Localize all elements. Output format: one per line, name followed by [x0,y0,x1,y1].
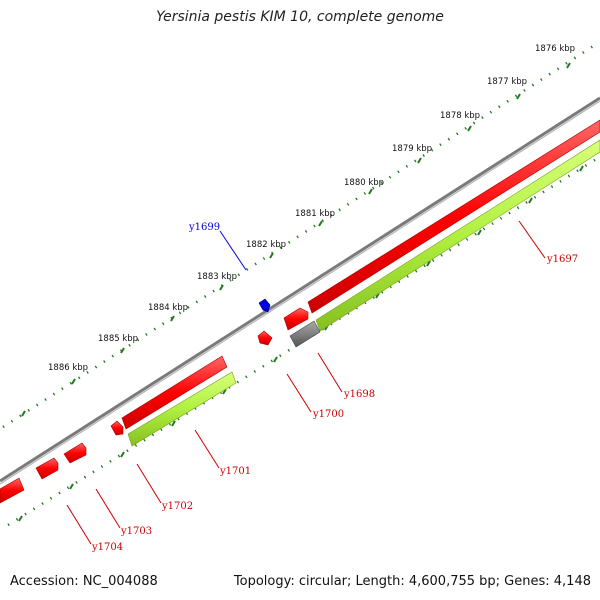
gene-y1698-fwd[interactable] [283,307,309,331]
gene-label-y1701: y1701 [219,466,251,477]
ruler-label-1885: 1885 kbp [98,334,138,344]
ruler-label-1880: 1880 kbp [344,178,384,188]
gene-y1697-reverse[interactable] [315,139,600,332]
gene-label-y1699: y1699 [188,222,220,233]
ruler-label-1886: 1886 kbp [48,363,88,373]
gene-label-y1698: y1698 [343,389,375,400]
ruler-label-1878: 1878 kbp [440,111,480,121]
ruler-label-1884: 1884 kbp [148,303,188,313]
gene-label-y1697: y1697 [546,254,578,265]
gene-y1702[interactable] [110,420,124,436]
map-title: Yersinia pestis KIM 10, complete genome [156,9,444,25]
gene-label-y1704: y1704 [91,542,123,553]
accession-text: Accession: NC_004088 [10,574,158,589]
gene-y1704[interactable] [35,457,59,480]
inner-ruler-major-ticks [18,165,584,522]
backbone-outer [0,96,600,483]
ruler-label-1876: 1876 kbp [535,44,575,54]
topology-text: Topology: circular; Length: 4,600,755 bp… [233,574,591,589]
ruler-label-1879: 1879 kbp [392,144,432,154]
gene-label-y1703: y1703 [120,526,152,537]
gene-label-y1700: y1700 [312,409,344,420]
backbone-inner [0,100,600,485]
gene-y1700[interactable] [257,330,273,346]
gene-y1701[interactable] [127,371,237,447]
gene-y1699[interactable] [258,298,271,313]
gene-y1703[interactable] [63,442,87,464]
label-leaders [66,220,546,545]
ruler-label-1877: 1877 kbp [487,77,527,87]
ruler-label-1883: 1883 kbp [197,272,237,282]
ruler-label-1882: 1882 kbp [246,240,286,250]
ruler-label-1881: 1881 kbp [295,209,335,219]
outer-ruler-track [2,41,599,429]
gene-y1697[interactable] [307,119,600,314]
gene-edge-left[interactable] [0,477,25,504]
outer-ruler-major-ticks [21,62,571,417]
gene-y1698[interactable] [289,320,321,348]
gene-label-y1702: y1702 [161,501,193,512]
gene-y1701-fwd[interactable] [121,355,228,430]
